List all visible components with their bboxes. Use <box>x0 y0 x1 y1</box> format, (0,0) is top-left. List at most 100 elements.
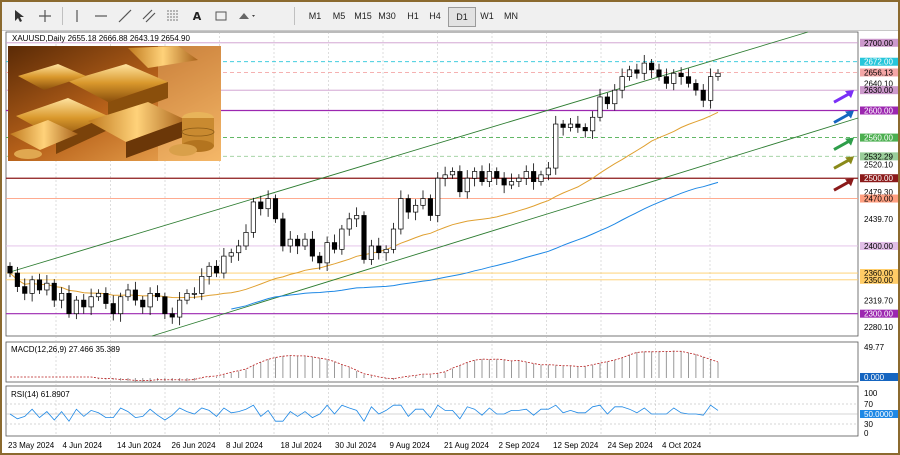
candle-body <box>51 282 57 301</box>
candle-body <box>678 72 684 77</box>
date-tick-label: 8 Jul 2024 <box>226 441 263 450</box>
candle-body <box>309 238 315 257</box>
rsi-tick-100: 100 <box>864 389 878 398</box>
candle-body <box>331 242 338 250</box>
price-tick-label: 2500.00 <box>864 174 893 183</box>
crosshair-icon[interactable] <box>36 6 54 26</box>
macd-zero-tag <box>860 373 898 381</box>
candle-body <box>575 123 581 128</box>
candle-body <box>221 255 227 274</box>
candle-body <box>59 293 65 301</box>
candle-body <box>472 171 478 179</box>
macd-signal-line <box>10 350 719 381</box>
price-level-tag <box>860 86 898 95</box>
date-tick-label: 23 May 2024 <box>8 441 55 450</box>
candle-body <box>700 89 706 101</box>
horizontal-line-icon[interactable] <box>92 6 110 26</box>
candle-body <box>184 293 190 301</box>
candle-body <box>442 174 448 179</box>
macd-panel <box>5 341 859 383</box>
candle-body <box>464 177 470 193</box>
text-icon[interactable]: A <box>192 9 202 23</box>
price-tick-label: 2656.13 <box>864 68 893 77</box>
macd-histogram <box>98 350 719 382</box>
price-tick-label: 2600.00 <box>864 107 893 116</box>
candle-body <box>656 69 662 77</box>
rsi-tick-70: 70 <box>864 400 873 409</box>
candle-body <box>685 76 692 84</box>
timeframe-h1[interactable]: H1 <box>407 11 419 21</box>
candle-body <box>295 238 301 247</box>
candle-body <box>538 174 544 182</box>
date-tick-label: 30 Jul 2024 <box>335 441 377 450</box>
cursor-icon[interactable] <box>10 6 28 26</box>
price-level-tag <box>860 194 898 203</box>
candle-body <box>693 83 699 91</box>
price-level-tag <box>860 309 898 318</box>
candle-body <box>66 293 72 315</box>
price-level-tag <box>860 57 898 66</box>
candle-body <box>14 272 20 287</box>
candle-body <box>516 177 522 182</box>
candle-body <box>619 76 625 91</box>
candle-body <box>88 296 94 308</box>
timeframe-m5[interactable]: M5 <box>332 11 346 21</box>
channel-upper-line <box>9 31 809 273</box>
price-level-tag <box>860 174 898 183</box>
candle-body <box>169 313 175 318</box>
candle-body <box>346 218 352 230</box>
candle-body <box>368 245 374 260</box>
price-tick-label: 2672.00 <box>864 58 893 67</box>
candle-body <box>390 228 397 250</box>
price-tick-label: 2520.10 <box>864 161 893 170</box>
timeframe-h4[interactable]: H4 <box>429 11 441 21</box>
timeframe-m15[interactable]: M15 <box>354 11 372 21</box>
candle-body <box>420 198 426 206</box>
candle-body <box>479 171 485 182</box>
candle-body <box>162 296 168 315</box>
date-tick-label: 26 Jun 2024 <box>172 441 217 450</box>
price-level-tag <box>860 241 898 250</box>
candle-body <box>398 198 404 230</box>
candle-body <box>486 171 492 182</box>
timeframe-w1[interactable]: W1 <box>480 11 494 21</box>
gold-bars-image <box>8 46 221 161</box>
label-icon[interactable] <box>212 6 230 26</box>
candle-body <box>125 289 131 298</box>
candle-body <box>199 276 205 294</box>
rsi-50-tag <box>860 410 898 418</box>
rsi-tick-50: 50.0000 <box>864 410 893 419</box>
price-tick-label: 2630.00 <box>864 86 893 95</box>
candle-body <box>508 181 515 186</box>
timeframe-m30[interactable]: M30 <box>378 11 396 21</box>
candlesticks <box>7 54 721 326</box>
rsi-panel <box>5 385 859 437</box>
date-tick-label: 14 Jun 2024 <box>117 441 162 450</box>
timeframe-mn[interactable]: MN <box>504 11 518 21</box>
candle-body <box>243 232 249 247</box>
timeframe-d1[interactable]: D1 <box>448 7 476 27</box>
toolbar: A M1 M5 M15 M30 H1 H4 D1 W1 MN <box>2 2 898 31</box>
candle-body <box>258 201 264 210</box>
candle-body <box>361 215 367 260</box>
price-tick-label: 2360.00 <box>864 269 893 278</box>
price-level-tag <box>860 133 898 142</box>
channel-icon[interactable] <box>140 6 158 26</box>
vertical-line-icon[interactable] <box>68 6 86 26</box>
fibonacci-icon[interactable] <box>164 6 182 26</box>
candle-body <box>494 171 500 179</box>
candle-body <box>81 299 87 308</box>
candle-body <box>118 296 124 315</box>
candle-body <box>44 282 50 291</box>
candle-body <box>73 299 79 315</box>
candle-body <box>663 76 669 84</box>
timeframe-m1[interactable]: M1 <box>308 11 322 21</box>
date-tick-label: 18 Jul 2024 <box>281 441 323 450</box>
candle-body <box>376 245 382 254</box>
shapes-icon[interactable] <box>236 6 258 26</box>
price-tick-label: 2700.00 <box>864 39 893 48</box>
trendline-icon[interactable] <box>116 6 134 26</box>
date-tick-label: 9 Aug 2024 <box>390 441 431 450</box>
